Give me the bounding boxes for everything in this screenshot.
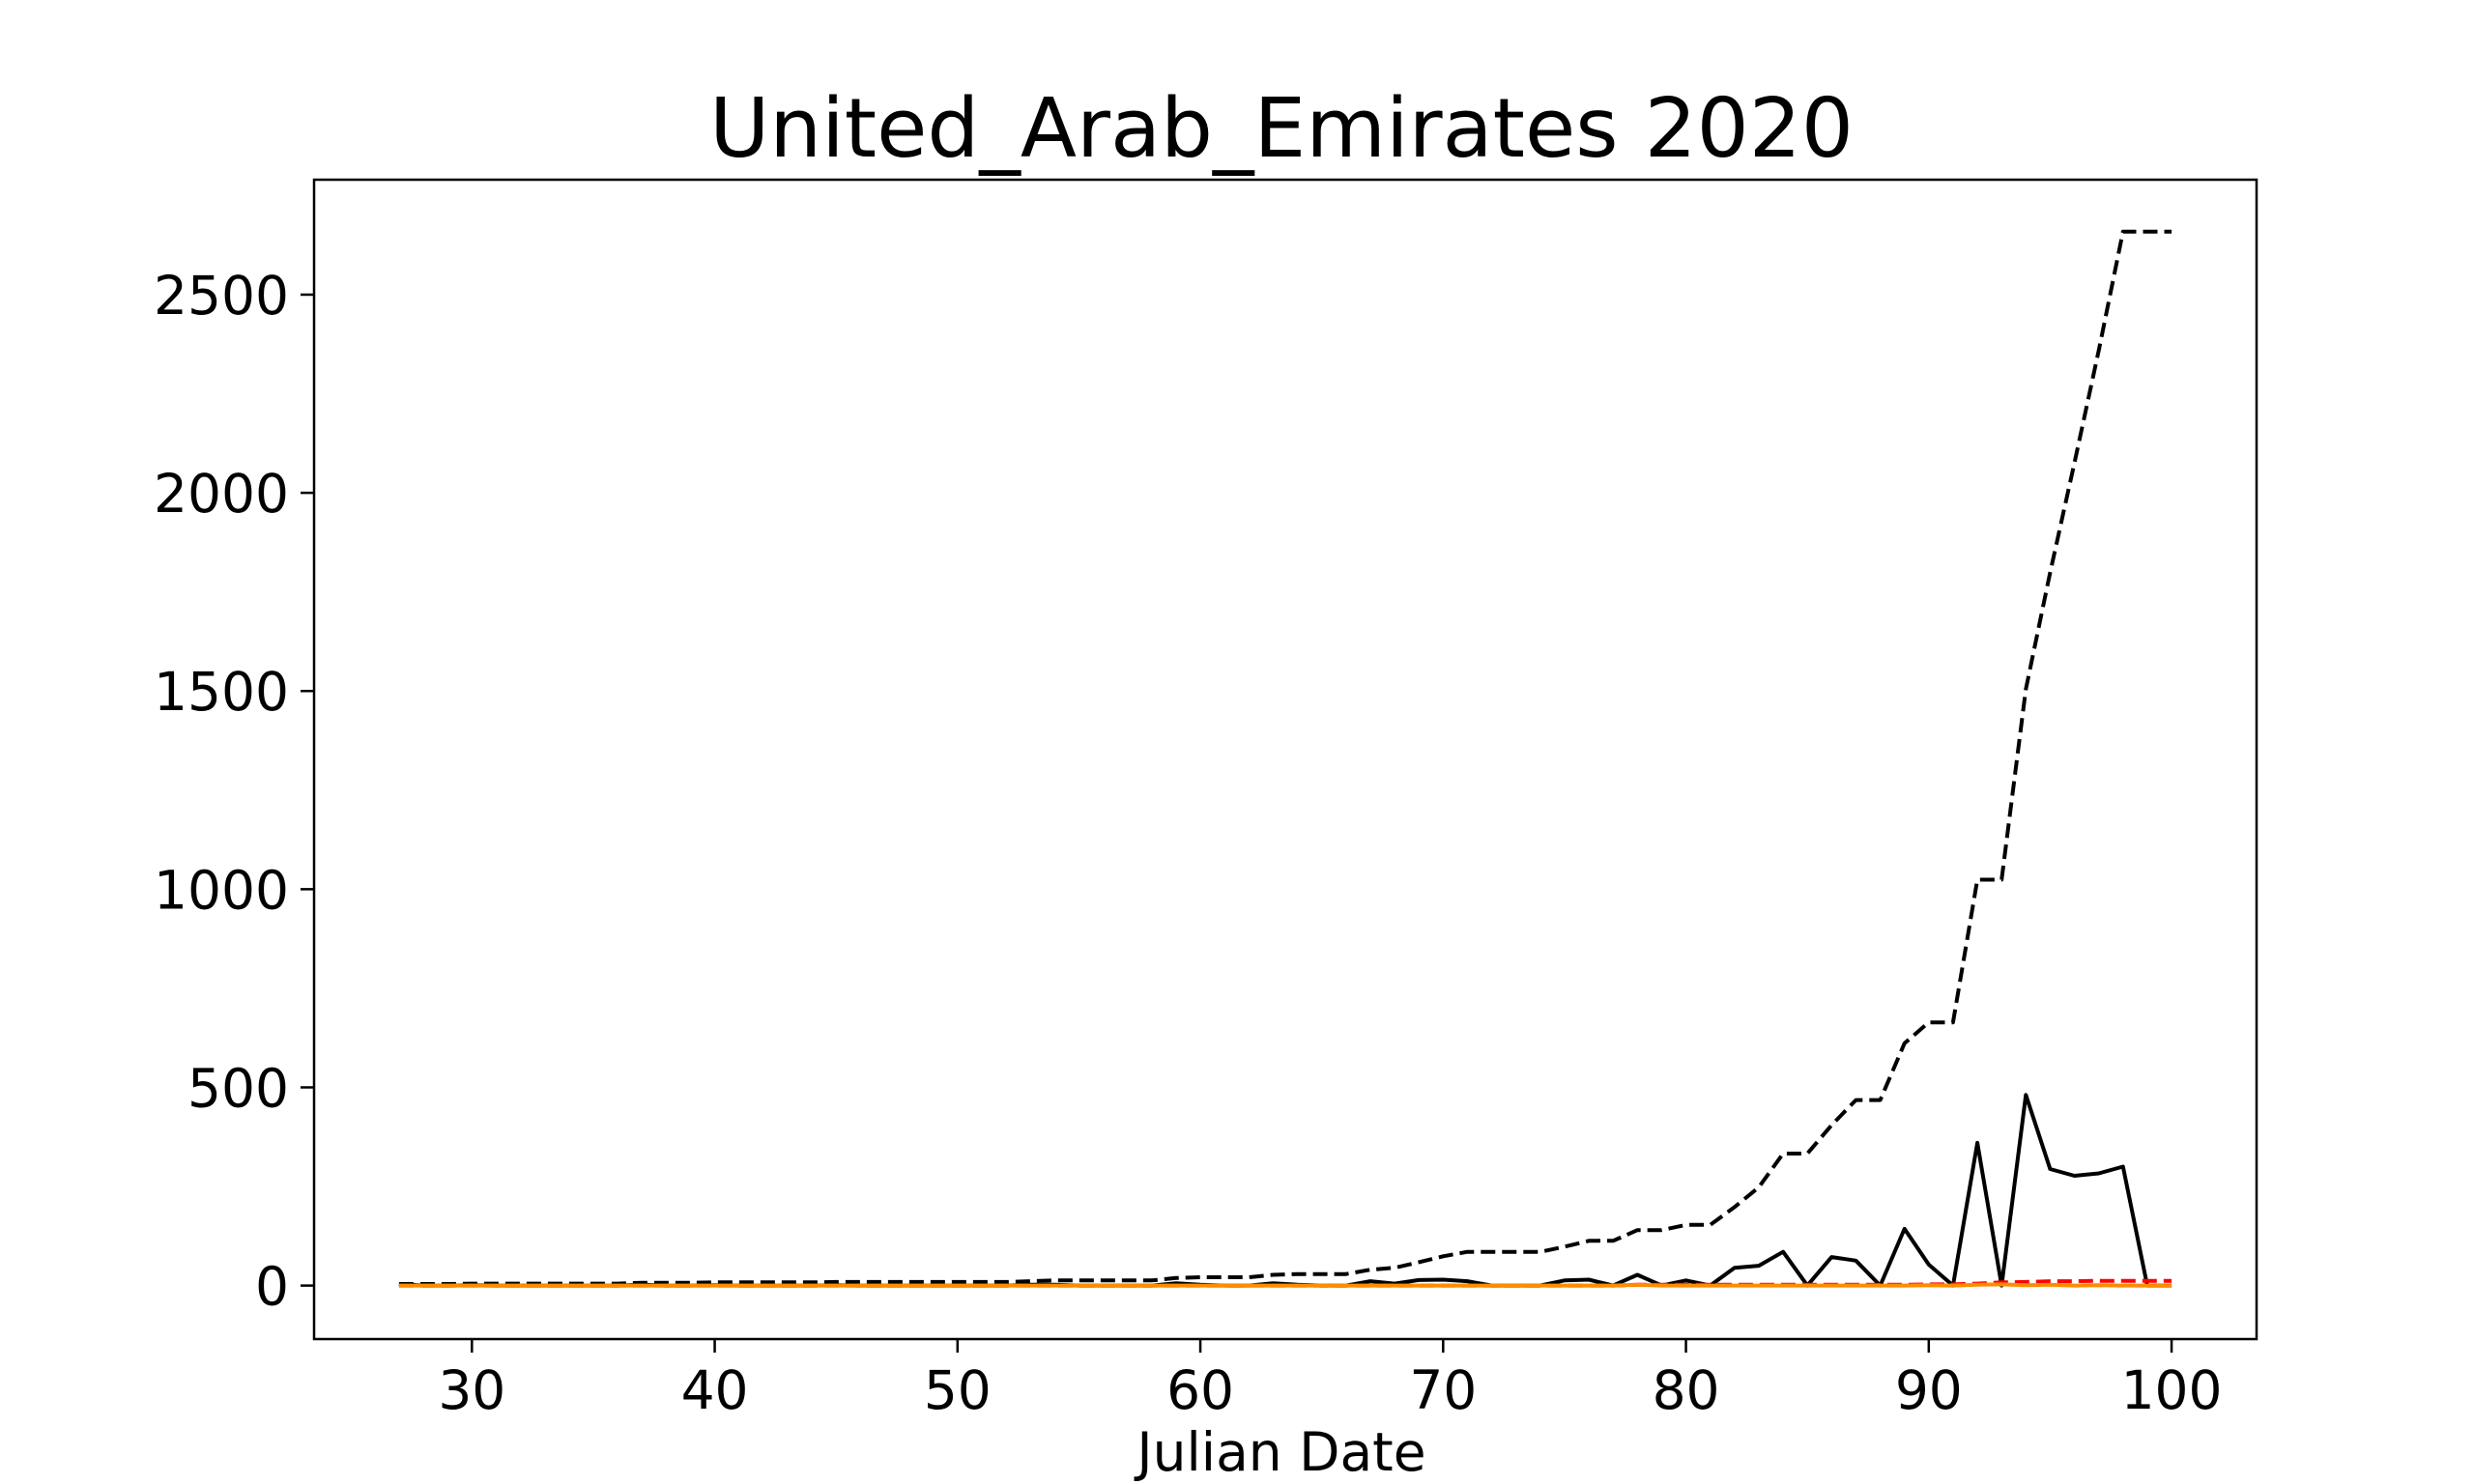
- x-tick-label: 90: [1895, 1359, 1963, 1421]
- y-tick-label: 0: [255, 1256, 289, 1318]
- y-tick-label: 1500: [154, 661, 289, 723]
- y-axis-ticks: 0 500 1000 1500 2000 2500: [154, 265, 314, 1318]
- x-tick-label: 50: [924, 1359, 992, 1421]
- x-tick-label: 70: [1409, 1359, 1477, 1421]
- x-tick-label: 30: [438, 1359, 505, 1421]
- x-tick-label: 40: [681, 1359, 749, 1421]
- plot-frame: [312, 178, 2258, 1341]
- x-tick-label: 60: [1166, 1359, 1234, 1421]
- x-axis-ticks: 30 40 50 60 70 80 90 100: [438, 1339, 2223, 1421]
- chart-title: United_Arab_Emirates 2020: [709, 81, 1854, 177]
- series-line-4: [398, 1282, 2172, 1288]
- y-tick-label: 2000: [154, 463, 289, 525]
- x-tick-label: 100: [2121, 1359, 2223, 1421]
- x-tick-label: 80: [1653, 1359, 1720, 1421]
- series-line-1: [398, 229, 2172, 1286]
- y-tick-label: 2500: [154, 265, 289, 327]
- y-tick-label: 500: [187, 1057, 289, 1119]
- y-tick-label: 1000: [154, 859, 289, 921]
- x-axis-label: Julian Date: [1134, 1421, 1425, 1483]
- series-line-2: [398, 1093, 2172, 1288]
- series-layer: [398, 229, 2172, 1288]
